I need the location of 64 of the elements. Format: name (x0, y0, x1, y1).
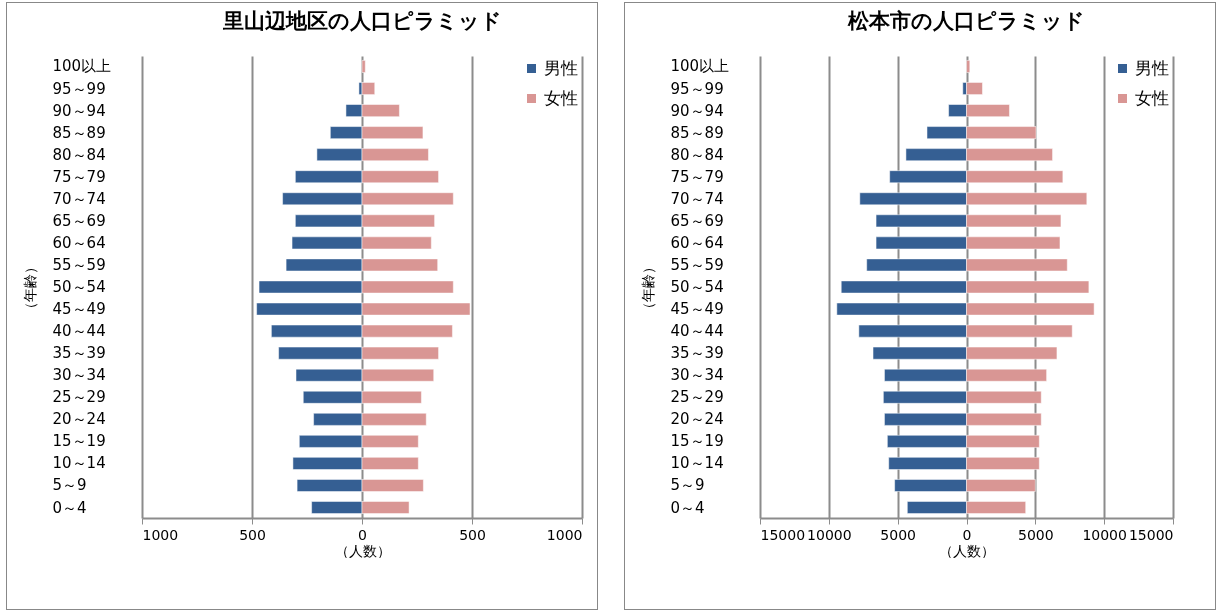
y-tick-label: 85～89 (52, 123, 106, 142)
y-tick-label: 10～14 (670, 454, 724, 473)
legend-label: 男性 (1135, 57, 1169, 78)
x-tick-label: 5000 (1018, 526, 1054, 543)
y-tick-label: 60～64 (670, 233, 724, 252)
legend-label: 女性 (544, 87, 578, 108)
x-tick-label: 10000 (1082, 526, 1127, 543)
x-axis-title: （人数） (334, 542, 391, 559)
y-tick-label: 0～4 (52, 498, 87, 517)
y-tick-label: 70～74 (670, 189, 724, 208)
y-tick-label: 35～39 (52, 344, 106, 363)
x-tick-label: 15000 (760, 526, 806, 543)
y-tick-label: 50～54 (670, 278, 724, 296)
chart-title: 里山辺地区の人口ピラミッド (221, 9, 502, 33)
y-tick-label: 5～9 (670, 476, 705, 495)
y-tick-label: 45～49 (670, 300, 724, 319)
y-tick-label: 55～59 (52, 255, 106, 274)
chart-title: 松本市の人口ピラミッド (847, 9, 1085, 33)
y-tick-label: 25～29 (52, 388, 106, 407)
y-tick-label: 15～19 (52, 432, 106, 451)
y-tick-label: 90～94 (52, 101, 106, 120)
y-tick-label: 30～34 (670, 366, 724, 385)
legend-label: 男性 (544, 57, 578, 78)
y-tick-label: 25～29 (670, 388, 724, 407)
y-tick-label: 5～9 (52, 476, 87, 495)
y-tick-label: 100以上 (670, 57, 730, 76)
y-tick-label: 65～69 (52, 211, 106, 230)
y-tick-label: 35～39 (670, 344, 724, 363)
x-tick-label: 10000 (807, 526, 852, 543)
y-tick-label: 90～94 (670, 101, 724, 120)
y-axis-title: （年齢） (21, 259, 38, 316)
y-tick-label: 95～99 (670, 79, 724, 98)
legend-label: 女性 (1135, 87, 1169, 108)
x-tick-label: 5000 (880, 526, 916, 543)
y-tick-label: 60～64 (52, 233, 106, 252)
y-tick-label: 80～84 (52, 145, 106, 164)
y-tick-label: 20～24 (670, 410, 724, 429)
y-tick-label: 0～4 (670, 498, 705, 517)
y-tick-label: 75～79 (52, 167, 106, 186)
y-tick-label: 55～59 (670, 255, 724, 274)
y-tick-label: 15～19 (670, 432, 724, 451)
y-tick-label: 75～79 (670, 167, 724, 186)
y-tick-label: 95～99 (52, 79, 106, 98)
y-axis-title: （年齢） (639, 259, 656, 316)
y-tick-label: 10～14 (52, 454, 106, 473)
x-tick-label: 500 (459, 526, 486, 543)
x-axis-title: （人数） (939, 542, 995, 559)
y-tick-label: 40～44 (52, 322, 106, 341)
x-tick-label: 1000 (546, 526, 583, 543)
x-tick-label: 15000 (1128, 526, 1174, 543)
x-tick-label: 500 (239, 526, 266, 543)
x-tick-label: 0 (358, 526, 367, 543)
y-tick-label: 30～34 (52, 366, 106, 385)
y-tick-label: 45～49 (52, 300, 106, 319)
y-tick-label: 100以上 (52, 57, 112, 76)
x-tick-label: 0 (962, 526, 972, 543)
y-tick-label: 85～89 (670, 123, 724, 142)
y-tick-label: 40～44 (670, 322, 724, 341)
y-tick-label: 80～84 (670, 145, 724, 164)
y-tick-label: 50～54 (52, 278, 106, 296)
y-tick-label: 70～74 (52, 189, 106, 208)
y-tick-label: 20～24 (52, 410, 106, 429)
y-tick-label: 65～69 (670, 211, 724, 230)
x-tick-label: 1000 (142, 526, 179, 543)
